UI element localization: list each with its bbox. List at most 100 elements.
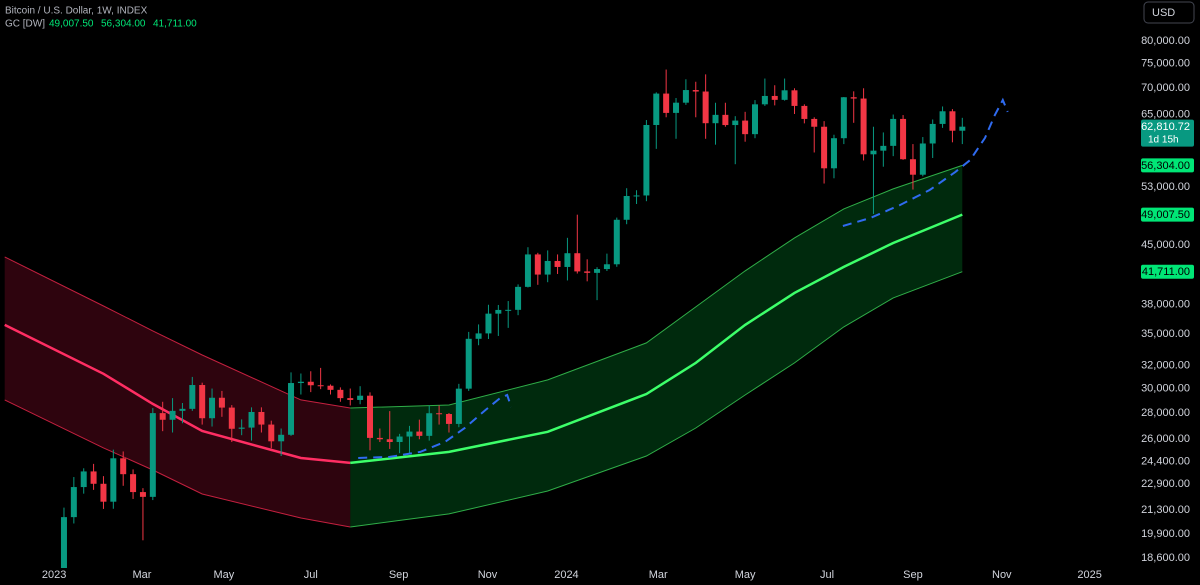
candle-body: [840, 97, 847, 139]
candle-body: [110, 458, 117, 502]
channel-upper: [4, 256, 351, 409]
candle-body: [673, 102, 680, 113]
y-tick-label: 28,000.00: [1141, 407, 1190, 419]
candle-body: [386, 439, 393, 442]
candle-body: [959, 126, 966, 131]
candle-body: [455, 388, 462, 424]
candle-body: [554, 260, 561, 267]
x-tick-label: 2023: [42, 569, 66, 581]
candle-body: [485, 313, 492, 334]
candle-body: [60, 517, 67, 568]
candle-body: [139, 492, 146, 497]
trend-drawing: [842, 97, 1009, 227]
candle-body: [80, 471, 87, 488]
candle-body: [811, 118, 818, 127]
candle-body: [445, 414, 452, 424]
candle-body: [742, 120, 749, 135]
channel-band: [350, 165, 963, 527]
y-tick-label: 35,000.00: [1141, 328, 1190, 340]
x-tick-label: Nov: [478, 569, 498, 581]
y-tick-label: 30,000.00: [1141, 382, 1190, 394]
candle-body: [702, 91, 709, 124]
plot-area: [4, 69, 1009, 568]
candle-body: [534, 254, 541, 275]
countdown-label: 1d 15h: [1148, 134, 1179, 145]
y-tick-label: 70,000.00: [1141, 82, 1190, 94]
y-tick-label: 21,300.00: [1141, 504, 1190, 516]
candle-body: [564, 253, 571, 267]
candle-body: [70, 487, 77, 518]
candle-body: [258, 411, 265, 425]
last-price-tag: [1141, 119, 1194, 147]
y-tick-label: 80,000.00: [1141, 35, 1190, 47]
candle-body: [327, 385, 334, 390]
price-tag: [1141, 207, 1194, 222]
indicator-value: 41,711.00: [153, 19, 197, 30]
x-tick-label: Nov: [992, 569, 1012, 581]
candle-body: [199, 385, 206, 419]
y-tick-label: 19,900.00: [1141, 528, 1190, 540]
candle-body: [880, 145, 887, 151]
candle-body: [288, 383, 295, 435]
candle-body: [169, 410, 176, 420]
y-tick-label: 38,000.00: [1141, 299, 1190, 311]
candle-body: [890, 118, 897, 146]
price-tag-label: 49,007.50: [1141, 209, 1190, 221]
candle-body: [357, 395, 364, 400]
candle-body: [949, 111, 956, 131]
candle-body: [524, 254, 531, 287]
candle-body: [297, 381, 304, 384]
candle-body: [732, 120, 739, 126]
x-tick-label: Jul: [304, 569, 318, 581]
y-tick-label: 65,000.00: [1141, 108, 1190, 120]
currency-label[interactable]: USD: [1152, 7, 1175, 19]
candle-body: [465, 338, 472, 389]
candle-body: [771, 95, 778, 100]
price-tag: [1141, 158, 1194, 173]
x-tick-label: Mar: [649, 569, 668, 581]
candle-body: [761, 95, 768, 105]
indicator-value: 49,007.50: [49, 19, 94, 30]
candle-body: [278, 434, 285, 442]
candle-body: [544, 260, 551, 275]
x-tick-label: Jul: [820, 569, 834, 581]
candle-body: [613, 219, 620, 265]
candle-body: [909, 159, 916, 175]
y-tick-label: 18,600.00: [1141, 552, 1190, 564]
channel-mid: [4, 323, 351, 465]
candle-body: [218, 397, 225, 408]
candle-body: [830, 138, 837, 169]
candle-body: [515, 286, 522, 310]
candle-body: [406, 431, 413, 437]
candle-body: [623, 196, 630, 220]
axes: 2023 Mar May Jul Sep Nov 2024 Mar May Jul Sep Nov 20…: [42, 35, 1194, 581]
candle-body: [475, 333, 482, 339]
candle-body: [366, 395, 373, 438]
candle-body: [939, 111, 946, 124]
candle-body: [120, 458, 127, 475]
currency-button[interactable]: [1143, 1, 1195, 24]
y-tick-label: 26,000.00: [1141, 433, 1190, 445]
indicator-value: 56,304.00: [101, 19, 146, 30]
y-tick-label: 53,000.00: [1141, 181, 1190, 193]
candle-body: [653, 93, 660, 125]
channel-upper: [350, 164, 963, 409]
candle-body: [436, 413, 443, 415]
candle-body: [209, 397, 216, 419]
candle-body: [663, 93, 670, 113]
candle-body: [337, 389, 344, 399]
candle-body: [594, 269, 601, 273]
y-tick-label: 75,000.00: [1141, 58, 1190, 70]
candle-body: [130, 474, 137, 493]
candle-body: [416, 431, 423, 436]
channel-band: [4, 256, 351, 527]
trend-drawing: [358, 393, 513, 459]
candle-body: [643, 124, 650, 196]
candle-body: [159, 413, 166, 420]
x-tick-label: Sep: [903, 569, 923, 581]
x-tick-label: Mar: [132, 569, 151, 581]
candle-body: [149, 413, 156, 497]
candle-body: [268, 424, 275, 442]
y-tick-label: 24,400.00: [1141, 456, 1190, 468]
